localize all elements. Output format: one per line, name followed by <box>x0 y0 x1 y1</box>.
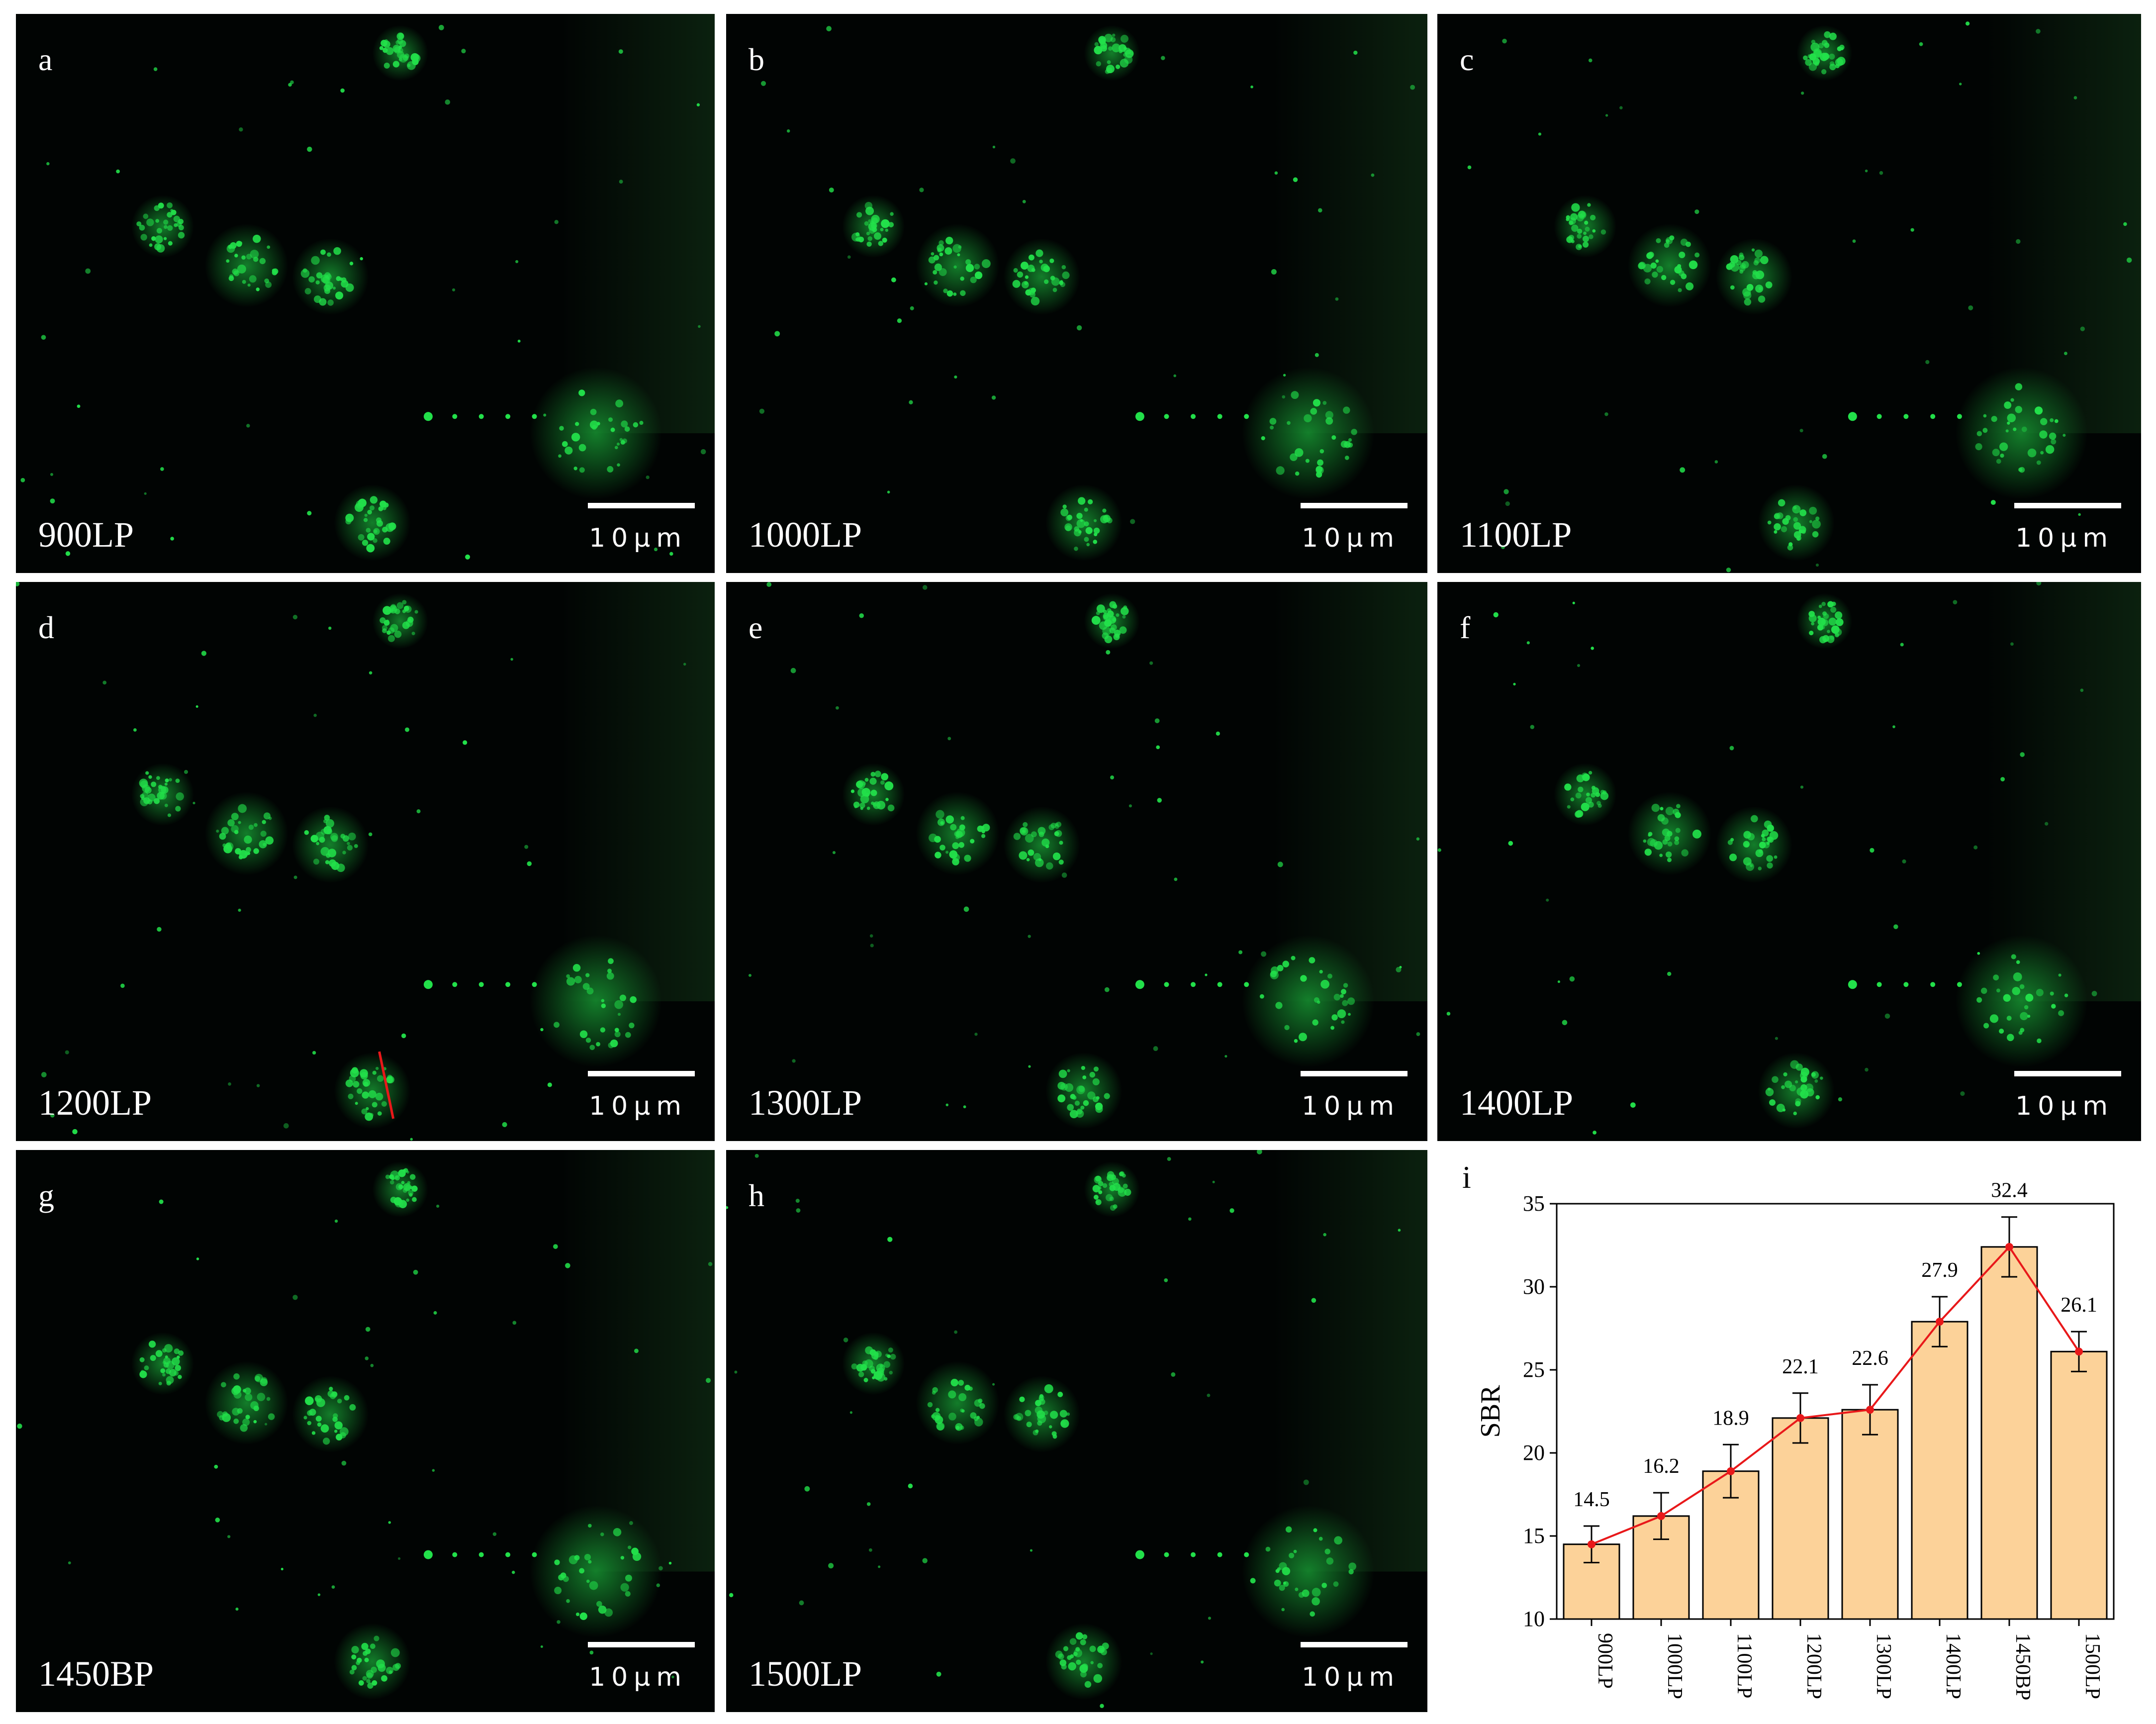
trend-point <box>1936 1318 1944 1326</box>
data-label: 16.2 <box>1643 1455 1680 1478</box>
y-axis-label: SBR <box>1475 1385 1506 1437</box>
trend-point <box>1866 1406 1874 1414</box>
trend-line <box>1591 1245 2080 1545</box>
x-tick-label: 1100LP <box>1733 1633 1756 1698</box>
fluorescence-image <box>759 14 1427 561</box>
filter-label: 1300LP <box>749 1083 862 1123</box>
data-label: 32.4 <box>1991 1179 2028 1202</box>
panel-a: a 900LP 10μm <box>16 14 715 573</box>
panel-h: h 1500LP 10μm <box>726 1150 1427 1712</box>
panel-label: d <box>38 610 54 645</box>
panel-c: c 1100LP 10μm <box>1437 14 2141 573</box>
y-tick-label: 15 <box>1523 1524 1545 1548</box>
filter-label: 900LP <box>38 515 134 555</box>
fluorescence-image <box>1437 582 2141 1135</box>
panel-label: e <box>749 610 763 645</box>
scale-bar-label: 10μm <box>1302 1662 1400 1692</box>
y-tick-label: 35 <box>1523 1191 1545 1216</box>
x-tick-label: 1400LP <box>1942 1633 1965 1699</box>
trend-point <box>1796 1414 1804 1422</box>
scale-bar-label: 10μm <box>2015 523 2114 553</box>
panel-label: h <box>749 1178 764 1213</box>
scale-bar-label: 10μm <box>1302 1091 1400 1121</box>
panel-d: d 1200LP 10μm <box>16 582 715 1141</box>
fluorescence-image <box>1467 14 2141 573</box>
scale-bar-label: 10μm <box>1302 523 1400 553</box>
scale-bar <box>588 1071 695 1076</box>
fluorescence-image <box>726 1150 1427 1709</box>
filter-label: 1100LP <box>1460 515 1572 555</box>
x-tick-label: 1500LP <box>2081 1633 2104 1699</box>
trend-point <box>2075 1347 2083 1356</box>
scale-bar-label: 10μm <box>589 523 687 553</box>
bar-1300LP <box>1841 1409 1899 1620</box>
trend-point <box>1727 1467 1735 1475</box>
filter-label: 1400LP <box>1460 1083 1574 1123</box>
panel-label: c <box>1460 42 1474 77</box>
bar-1200LP <box>1772 1417 1829 1620</box>
panel-label: b <box>749 42 764 77</box>
y-tick-label: 10 <box>1523 1607 1545 1631</box>
scale-bar <box>588 1642 695 1647</box>
plot-frame <box>1556 1203 2115 1620</box>
panel-b: b 1000LP 10μm <box>726 14 1427 573</box>
scale-bar-label: 10μm <box>589 1662 687 1692</box>
data-label: 26.1 <box>2061 1294 2097 1317</box>
data-label: 22.6 <box>1852 1347 1888 1370</box>
bar-1400LP <box>1911 1321 1969 1620</box>
scale-bar <box>1301 1642 1407 1647</box>
scale-bar <box>1301 1071 1407 1076</box>
y-tick-label: 20 <box>1523 1440 1545 1465</box>
filter-label: 1000LP <box>749 515 862 555</box>
y-tick-label: 25 <box>1523 1357 1545 1382</box>
panel-label: i <box>1462 1159 1471 1195</box>
sbr-bar-chart: 10 15 20 25 30 35 SBR 14.5 900LP 16.2 1000LP 18.9 11… <box>1475 1179 2115 1700</box>
trend-point <box>2005 1243 2013 1251</box>
fluorescence-image <box>20 14 715 561</box>
data-label: 27.9 <box>1921 1259 1958 1282</box>
x-tick-label: 1200LP <box>1802 1633 1825 1699</box>
x-tick-label: 900LP <box>1594 1633 1616 1689</box>
sbr-chart-panel: i 10 15 20 25 30 35 SBR 14.5 900LP 16.2 1000LP 18.9… <box>1437 1149 2156 1724</box>
trend-point <box>1588 1540 1595 1548</box>
panel-g: g 1450BP 10μm <box>16 1150 715 1712</box>
fluorescence-image <box>17 1150 715 1700</box>
panel-f: f 1400LP 10μm <box>1437 582 2141 1141</box>
panel-e: e 1300LP 10μm <box>726 582 1427 1141</box>
panel-label: a <box>38 42 53 77</box>
trend-point <box>1657 1512 1665 1520</box>
scale-bar-label: 10μm <box>2015 1091 2114 1121</box>
bar-1500LP <box>2050 1350 2108 1620</box>
data-label: 22.1 <box>1782 1355 1819 1378</box>
chart-axes: 10 15 20 25 30 35 <box>1523 1191 2115 1631</box>
scale-bar-label: 10μm <box>589 1091 687 1121</box>
x-tick-label: 1300LP <box>1872 1633 1895 1699</box>
filter-label: 1500LP <box>749 1654 862 1694</box>
filter-label: 1200LP <box>38 1083 152 1123</box>
scale-bar <box>2014 1071 2121 1076</box>
scale-bar <box>1301 503 1407 508</box>
bar-1450BP <box>1980 1246 2038 1620</box>
panel-label: g <box>38 1178 54 1213</box>
data-label: 14.5 <box>1573 1488 1610 1511</box>
fluorescence-image <box>748 582 1427 1129</box>
scale-bar <box>2014 503 2121 508</box>
x-tick-label: 1000LP <box>1663 1633 1686 1699</box>
filter-label: 1450BP <box>38 1654 154 1694</box>
y-tick-label: 30 <box>1523 1274 1545 1299</box>
panel-label: f <box>1460 610 1471 645</box>
fluorescence-image <box>16 582 715 1141</box>
x-tick-label: 1450BP <box>2011 1633 2034 1700</box>
scale-bar <box>588 503 695 508</box>
data-label: 18.9 <box>1712 1407 1749 1430</box>
